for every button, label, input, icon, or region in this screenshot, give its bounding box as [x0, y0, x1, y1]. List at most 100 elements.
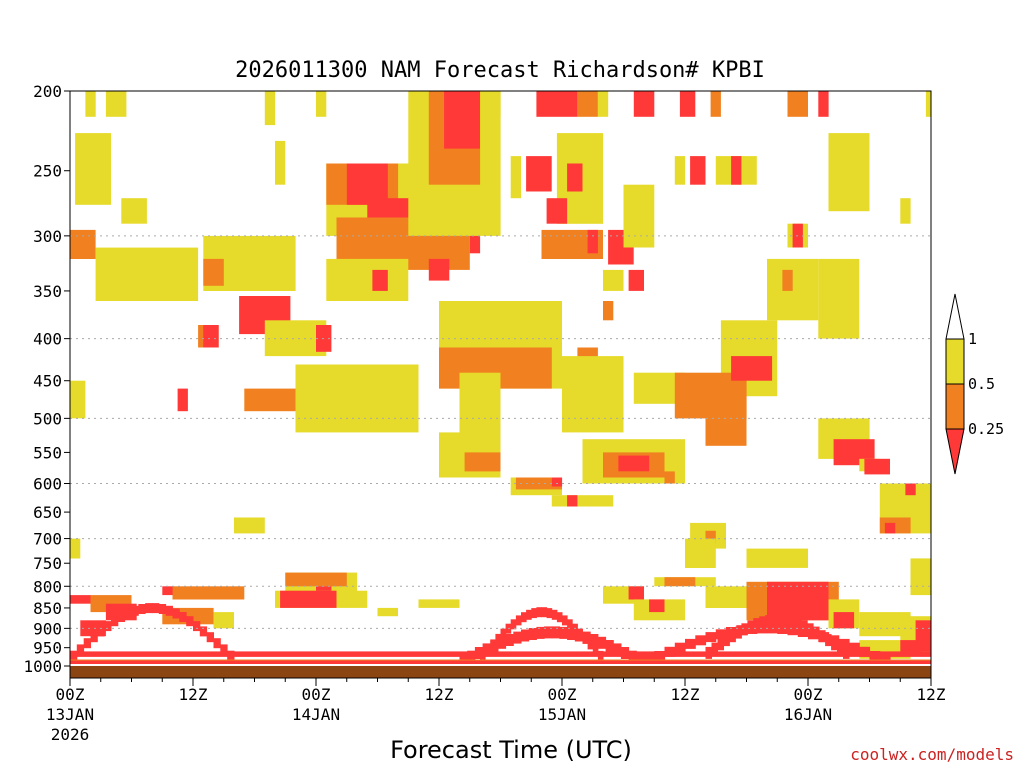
ri-arch-cell: [559, 626, 568, 639]
ri-arch-cell: [531, 608, 537, 619]
ri-arch-cell: [759, 616, 766, 629]
y-tick-label-800: 800: [33, 577, 62, 596]
y-tick-label-1000: 1000: [23, 657, 62, 676]
ri-region-yellow: [510, 156, 521, 199]
ri-arch-cell: [145, 603, 153, 614]
ri-region-yellow: [459, 372, 501, 440]
y-tick-label-650: 650: [33, 503, 62, 522]
y-tick-label-500: 500: [33, 409, 62, 428]
y-tick-label-950: 950: [33, 639, 62, 658]
ri-region-orange: [577, 91, 598, 117]
legend: 1 0.5 0.25: [945, 293, 1004, 475]
ri-region-red: [536, 91, 578, 117]
ri-arch-cell: [521, 629, 530, 642]
y-tick-label-400: 400: [33, 330, 62, 349]
ri-arch-cell: [193, 621, 201, 632]
ri-region-yellow: [295, 364, 419, 433]
ri-arch-cell: [717, 638, 724, 651]
ri-region-yellow: [818, 258, 860, 339]
y-tick-label-450: 450: [33, 372, 62, 391]
ri-region-orange: [787, 91, 808, 117]
ri-region-red: [546, 198, 568, 224]
ri-arch-cell: [510, 619, 517, 630]
ri-region-yellow: [377, 607, 398, 617]
ri-region-red: [567, 163, 583, 192]
ri-arch-cell: [513, 631, 522, 644]
y-tick-label-850: 850: [33, 599, 62, 618]
x-axis-label: Forecast Time (UTC): [390, 736, 632, 764]
ri-region-orange: [664, 471, 675, 484]
ri-arch-cell: [605, 640, 614, 652]
ri-arch-cell: [551, 626, 560, 639]
ri-arch-cell: [787, 625, 799, 636]
ri-region-red: [567, 495, 578, 507]
ri-arch-cell: [556, 612, 563, 623]
ri-region-red: [628, 269, 644, 291]
y-tick-label-600: 600: [33, 474, 62, 493]
ri-arch-cell: [158, 604, 167, 614]
ri-arch-cell: [497, 636, 507, 649]
x-tick-label: 12Z: [671, 685, 700, 704]
ri-arch-cell: [715, 629, 727, 640]
ri-region-yellow: [121, 198, 147, 224]
ri-arch-cell: [685, 638, 696, 649]
ri-region-red: [679, 91, 696, 117]
legend-label: 0.5: [968, 375, 995, 393]
ri-arch-cell: [783, 615, 790, 627]
x-tick-label: 00Z: [548, 685, 577, 704]
ri-arch-cell: [795, 618, 802, 631]
ri-region-red: [618, 455, 650, 472]
ri-region-orange: [70, 229, 96, 259]
ri-arch-cell: [117, 612, 126, 622]
ri-surface-band: [70, 660, 931, 666]
ri-arch-cell: [562, 615, 568, 626]
legend-swatch: [945, 383, 965, 430]
x-date-label: 13JAN: [46, 705, 94, 724]
ri-region-orange: [464, 452, 501, 472]
ri-arch-cell: [735, 626, 742, 639]
ri-arch-cell: [771, 614, 778, 627]
y-tick-label-700: 700: [33, 530, 62, 549]
ri-arch-cell: [567, 619, 573, 630]
ri-arch-cell: [186, 616, 194, 627]
ri-arch-cell: [849, 642, 860, 653]
ri-arch-cell: [536, 607, 542, 618]
ri-arch-cell: [756, 623, 768, 634]
y-axis: 200 250 300 350 400 450 500 550 600 650 700 750 800 8…: [23, 82, 70, 676]
ri-region-yellow: [213, 612, 234, 629]
ri-region-red: [469, 229, 481, 254]
ri-region-red: [833, 612, 855, 629]
legend-top-arrow: [945, 293, 965, 340]
ri-arch-cell: [807, 623, 814, 636]
y-tick-label-900: 900: [33, 619, 62, 638]
ri-arch-cell: [819, 630, 826, 643]
ri-region-red: [280, 590, 337, 608]
ri-region-red: [731, 156, 742, 185]
ri-region-orange: [285, 572, 347, 587]
ri-region-yellow: [105, 91, 127, 117]
y-tick-label-250: 250: [33, 162, 62, 181]
ri-arch-cell: [551, 609, 558, 620]
ri-region-yellow: [597, 91, 609, 117]
ri-region-yellow: [551, 495, 614, 507]
ri-arch-cell: [574, 629, 583, 642]
ri-region-red: [649, 599, 665, 613]
ri-region-red: [905, 483, 916, 496]
ri-arch-cell: [741, 623, 748, 636]
legend-swatch: [945, 338, 965, 385]
ri-arch-cell: [801, 620, 808, 633]
ri-region-yellow: [316, 91, 327, 117]
ri-arch-cell: [490, 640, 499, 652]
ri-arch-cell: [220, 644, 228, 655]
x-tick-label: 00Z: [56, 685, 85, 704]
ri-arch-cell: [711, 642, 718, 655]
ri-arch-cell: [515, 615, 522, 626]
ri-arch-cell: [777, 624, 789, 634]
ri-region-yellow: [746, 548, 808, 568]
ri-arch-cell: [131, 605, 139, 616]
ri-arch-cell: [695, 635, 707, 646]
ri-region-yellow: [70, 538, 81, 559]
ri-arch-cell: [172, 608, 180, 619]
ri-arch-cell: [90, 632, 98, 643]
